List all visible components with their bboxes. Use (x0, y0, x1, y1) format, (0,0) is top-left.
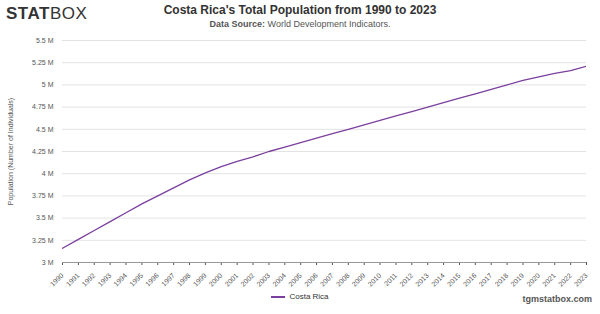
html-text:Costa Rica: Costa Rica (289, 292, 329, 301)
svg-text:2012: 2012 (398, 272, 414, 288)
svg-text:1997: 1997 (160, 272, 176, 288)
svg-text:1993: 1993 (96, 272, 112, 288)
svg-text:2009: 2009 (351, 272, 367, 288)
svg-text:1999: 1999 (192, 272, 208, 288)
svg-text:1998: 1998 (176, 272, 192, 288)
svg-text:2010: 2010 (366, 272, 382, 288)
svg-text:2022: 2022 (557, 272, 573, 288)
svg-text:2017: 2017 (478, 272, 494, 288)
svg-text:2020: 2020 (525, 272, 541, 288)
svg-text:2006: 2006 (303, 272, 319, 288)
svg-text:2018: 2018 (493, 272, 509, 288)
svg-text:2013: 2013 (414, 272, 430, 288)
svg-text:2021: 2021 (541, 272, 557, 288)
svg-text:3.25 M: 3.25 M (32, 237, 54, 244)
svg-text:1994: 1994 (112, 272, 128, 288)
svg-text:1995: 1995 (128, 272, 144, 288)
svg-text:4.25 M: 4.25 M (32, 148, 54, 155)
html-text:STAT BOX: STAT BOX (6, 4, 88, 23)
svg-text:1990: 1990 (49, 272, 65, 288)
svg-text:2015: 2015 (446, 272, 462, 288)
svg-text:2016: 2016 (462, 272, 478, 288)
svg-text:2011: 2011 (383, 272, 399, 288)
svg-text:2004: 2004 (271, 272, 287, 288)
svg-text:4 M: 4 M (42, 170, 54, 177)
svg-text:4.75 M: 4.75 M (32, 103, 54, 110)
svg-text:2014: 2014 (430, 272, 446, 288)
html-text:Data Source: World Development: Data Source: World Development Indicator… (209, 19, 391, 29)
svg-text:Population (Number of Individu: Population (Number of Individuals) (7, 98, 15, 205)
svg-text:1992: 1992 (81, 272, 97, 288)
svg-text:4.5 M: 4.5 M (36, 126, 54, 133)
svg-text:3.5 M: 3.5 M (36, 214, 54, 221)
svg-text:3 M: 3 M (42, 259, 54, 266)
svg-text:2000: 2000 (208, 272, 224, 288)
html-text:Costa Rica's Total Population: Costa Rica's Total Population from 1990 … (163, 3, 437, 17)
svg-text:5.25 M: 5.25 M (32, 59, 54, 66)
svg-text:3.75 M: 3.75 M (32, 192, 54, 199)
svg-text:2007: 2007 (319, 272, 335, 288)
svg-text:2005: 2005 (287, 272, 303, 288)
svg-text:1991: 1991 (65, 272, 81, 288)
svg-text:2023: 2023 (573, 272, 589, 288)
svg-text:5.5 M: 5.5 M (36, 37, 54, 44)
svg-text:2003: 2003 (255, 272, 271, 288)
svg-text:2019: 2019 (509, 272, 525, 288)
svg-text:2001: 2001 (223, 272, 239, 288)
html-text:tgmstatbox.com: tgmstatbox.com (522, 294, 592, 304)
svg-text:1996: 1996 (144, 272, 160, 288)
svg-text:5 M: 5 M (42, 81, 54, 88)
svg-text:2002: 2002 (239, 272, 255, 288)
svg-text:2008: 2008 (335, 272, 351, 288)
